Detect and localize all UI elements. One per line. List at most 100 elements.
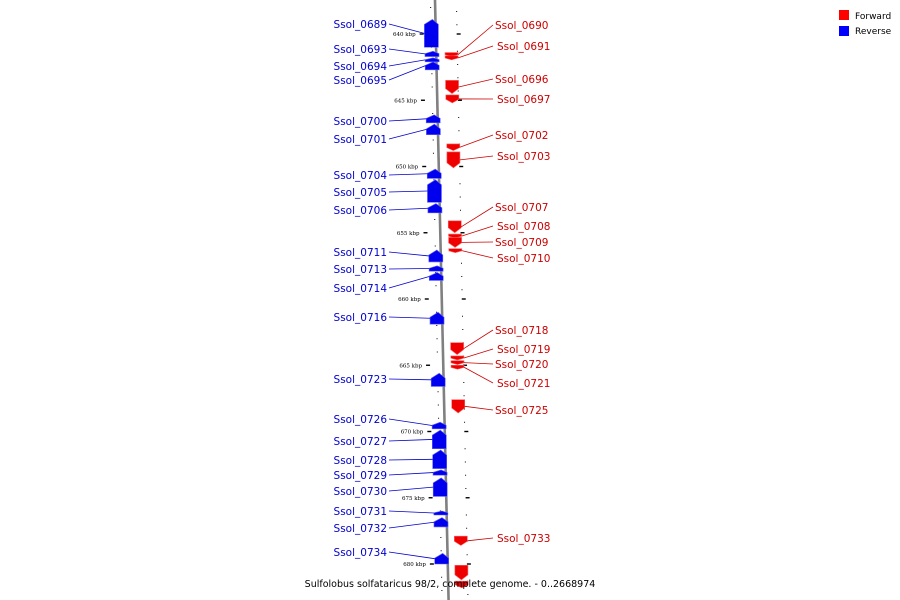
gene-leader-reverse <box>388 65 426 81</box>
gene-label-forward[interactable]: Ssol_0691 <box>497 41 550 53</box>
gene-label-forward[interactable]: Ssol_0725 <box>495 405 548 417</box>
gene-forward[interactable] <box>450 360 465 365</box>
gene-label-reverse[interactable]: Ssol_0732 <box>334 523 387 535</box>
gene-reverse[interactable] <box>424 50 440 57</box>
gene-reverse[interactable] <box>434 553 449 565</box>
legend-item-forward[interactable]: Forward <box>839 10 891 22</box>
gene-label-reverse[interactable]: Ssol_0706 <box>334 205 388 217</box>
gene-reverse[interactable] <box>424 19 439 48</box>
gene-leader-reverse <box>388 510 434 514</box>
axis-tick: 660 kbp <box>398 297 466 303</box>
gene-forward[interactable] <box>451 399 466 414</box>
gene-label-forward[interactable]: Ssol_0697 <box>497 94 550 106</box>
tick-label: 680 kbp <box>403 562 426 568</box>
gene-reverse[interactable] <box>431 421 447 430</box>
gene-label-reverse[interactable]: Ssol_0723 <box>334 374 387 386</box>
gene-label-forward[interactable]: Ssol_0708 <box>497 221 550 233</box>
legend-swatch-forward <box>839 10 849 20</box>
gene-label-reverse[interactable]: Ssol_0689 <box>334 19 387 31</box>
gene-forward[interactable] <box>447 220 462 234</box>
gene-forward[interactable] <box>445 94 460 104</box>
gene-reverse[interactable] <box>428 272 444 281</box>
gene-reverse[interactable] <box>425 114 441 124</box>
gene-label-reverse[interactable]: Ssol_0726 <box>334 414 388 426</box>
gene-leader-reverse <box>388 521 435 529</box>
gene-leader-reverse <box>388 439 433 442</box>
gene-reverse[interactable] <box>433 510 449 516</box>
gene-label-forward[interactable]: Ssol_0718 <box>495 325 548 337</box>
gene-leader-reverse <box>388 316 431 319</box>
gene-label-reverse[interactable]: Ssol_0727 <box>334 436 387 448</box>
axis-tick: 645 kbp <box>394 98 462 104</box>
gene-reverse[interactable] <box>426 168 442 179</box>
gene-label-forward[interactable]: Ssol_0720 <box>495 359 548 371</box>
gene-forward[interactable] <box>446 151 461 169</box>
gene-leader-reverse <box>388 418 433 426</box>
gene-leader-reverse <box>388 59 426 67</box>
gene-label-reverse[interactable]: Ssol_0701 <box>334 134 387 146</box>
gene-leader-forward <box>467 537 494 542</box>
gene-forward[interactable] <box>450 355 465 361</box>
gene-label-forward[interactable]: Ssol_0709 <box>495 237 548 249</box>
gene-reverse[interactable] <box>429 311 445 325</box>
gene-reverse[interactable] <box>428 265 444 272</box>
gene-reverse[interactable] <box>432 449 447 469</box>
gene-reverse[interactable] <box>432 429 447 450</box>
gene-label-reverse[interactable]: Ssol_0694 <box>334 61 388 73</box>
gene-label-reverse[interactable]: Ssol_0705 <box>334 187 387 199</box>
gene-forward[interactable] <box>454 535 468 546</box>
gene-leader-reverse <box>388 251 429 257</box>
gene-label-forward[interactable]: Ssol_0721 <box>497 378 550 390</box>
gene-label-forward[interactable]: Ssol_0690 <box>495 20 548 32</box>
gene-reverse[interactable] <box>432 477 448 497</box>
gene-label-reverse[interactable]: Ssol_0730 <box>334 486 387 498</box>
gene-forward[interactable] <box>445 80 459 95</box>
gene-label-forward[interactable]: Ssol_0719 <box>497 344 550 356</box>
gene-label-reverse[interactable]: Ssol_0714 <box>334 283 388 295</box>
gene-label-forward[interactable]: Ssol_0703 <box>497 151 550 163</box>
gene-label-reverse[interactable]: Ssol_0716 <box>334 312 388 324</box>
gene-label-forward[interactable]: Ssol_0696 <box>495 74 549 86</box>
gene-reverse[interactable] <box>424 61 440 71</box>
gene-forward[interactable] <box>454 565 469 581</box>
gene-forward[interactable] <box>444 55 459 61</box>
gene-forward[interactable] <box>448 248 463 253</box>
gene-reverse[interactable] <box>424 57 440 63</box>
gene-label-reverse[interactable]: Ssol_0693 <box>334 44 387 56</box>
gene-leader-reverse <box>388 551 435 560</box>
gene-reverse[interactable] <box>430 372 446 387</box>
gene-label-reverse[interactable]: Ssol_0731 <box>334 506 387 518</box>
gene-reverse[interactable] <box>426 123 441 135</box>
gene-label-reverse[interactable]: Ssol_0713 <box>334 264 387 276</box>
legend-item-reverse[interactable]: Reverse <box>839 26 892 37</box>
gene-forward[interactable] <box>446 143 461 151</box>
gene-reverse[interactable] <box>427 203 443 214</box>
gene-label-forward[interactable]: Ssol_0733 <box>497 533 550 545</box>
gene-reverse[interactable] <box>428 249 444 263</box>
gene-forward[interactable] <box>448 237 462 248</box>
gene-reverse[interactable] <box>433 517 449 528</box>
gene-label-forward[interactable]: Ssol_0707 <box>495 202 548 214</box>
gene-reverse[interactable] <box>432 469 448 476</box>
gene-leader-reverse <box>388 378 432 381</box>
gene-forward[interactable] <box>454 580 469 589</box>
gene-leader-reverse <box>388 472 434 476</box>
gene-label-reverse[interactable]: Ssol_0695 <box>334 75 387 87</box>
gene-label-reverse[interactable]: Ssol_0729 <box>334 470 387 482</box>
gene-label-reverse[interactable]: Ssol_0734 <box>334 547 388 559</box>
legend: Forward Reverse <box>839 10 892 37</box>
gene-forward[interactable] <box>450 342 464 356</box>
gene-label-forward[interactable]: Ssol_0702 <box>495 130 548 142</box>
gene-label-reverse[interactable]: Ssol_0704 <box>334 170 388 182</box>
tick-label: 670 kbp <box>401 430 424 436</box>
gene-leader-reverse <box>388 486 434 492</box>
gene-reverse[interactable] <box>427 179 442 203</box>
gene-label-forward[interactable]: Ssol_0710 <box>497 253 550 265</box>
gene-label-reverse[interactable]: Ssol_0728 <box>334 455 387 467</box>
gene-label-reverse[interactable]: Ssol_0700 <box>334 116 387 128</box>
axis-tick: 670 kbp <box>401 430 469 436</box>
gene-leader-reverse <box>388 129 427 140</box>
gene-forward[interactable] <box>450 364 465 370</box>
gene-label-reverse[interactable]: Ssol_0711 <box>334 247 387 259</box>
